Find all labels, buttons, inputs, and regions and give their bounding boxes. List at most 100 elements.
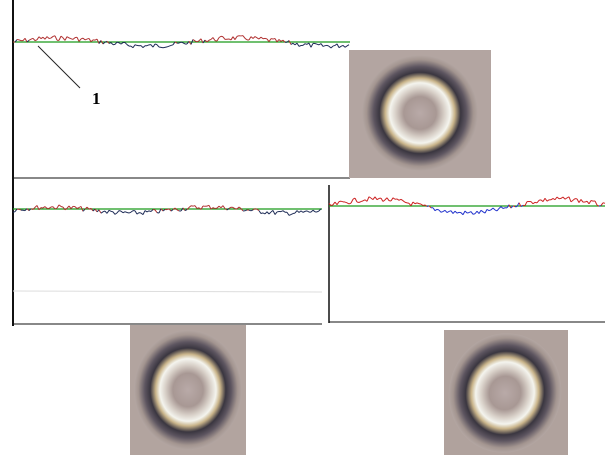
trace-segment: [396, 198, 400, 201]
trace-segment: [152, 43, 156, 48]
trace-segment: [258, 210, 262, 214]
trace-segment: [454, 210, 458, 214]
trace-segment: [440, 211, 444, 213]
trace-segment: [54, 207, 58, 210]
trace-segment: [72, 37, 76, 40]
trace-segment: [344, 201, 348, 204]
trace-segment: [84, 38, 88, 41]
trace-segment: [326, 44, 330, 47]
trace-segment: [168, 208, 172, 212]
trace-segment: [44, 36, 48, 40]
trace-segment: [134, 210, 138, 215]
trace-segment: [182, 42, 186, 45]
trace-segment: [200, 38, 204, 44]
trace-segment: [172, 207, 176, 211]
trace: [328, 196, 606, 216]
trace-segment: [66, 205, 70, 209]
trace-segment: [268, 211, 272, 215]
trace-segment: [488, 209, 492, 212]
trace-segment: [546, 199, 550, 202]
trace-segment: [268, 38, 272, 42]
trace-segment: [512, 205, 516, 208]
trace-segment: [578, 199, 582, 203]
trace-segment: [12, 211, 16, 213]
trace-segment: [358, 201, 362, 203]
trace-segment: [542, 197, 546, 202]
trace-segment: [304, 43, 308, 45]
trace-segment: [30, 37, 34, 40]
trace-segment: [166, 208, 170, 211]
trace-segment: [158, 208, 162, 214]
trace-segment: [328, 45, 332, 49]
trace-segment: [442, 209, 446, 212]
trace-segment: [596, 204, 600, 207]
trace-segment: [568, 196, 572, 203]
trace-segment: [204, 39, 208, 43]
trace-segment: [572, 198, 576, 201]
trace-segment: [478, 210, 482, 214]
trace-segment: [250, 209, 254, 212]
trace-segment: [594, 200, 598, 206]
trace: [12, 35, 350, 49]
trace-segment: [104, 40, 108, 43]
trace-segment: [506, 204, 510, 209]
trace-segment: [180, 207, 184, 212]
trace-segment: [484, 209, 488, 214]
trace-segment: [170, 209, 174, 212]
trace-segment: [34, 39, 38, 42]
trace-segment: [554, 196, 558, 201]
trace-segment: [14, 208, 18, 212]
trace-segment: [58, 35, 62, 41]
trace-segment: [438, 209, 442, 213]
trace-segment: [400, 198, 404, 202]
trace-segment: [258, 36, 262, 40]
trace-segment: [76, 37, 80, 42]
trace-segment: [404, 201, 408, 204]
trace-segment: [130, 210, 134, 213]
trace-segment: [176, 209, 180, 212]
trace-segment: [168, 44, 172, 47]
trace-segment: [186, 207, 190, 210]
trace-segment: [190, 39, 194, 45]
pointer: [37, 45, 81, 89]
trace-segment: [52, 206, 56, 210]
trace-segment: [180, 41, 184, 44]
trace-segment: [318, 43, 322, 46]
trace-segment: [532, 201, 536, 205]
trace-segment: [436, 208, 440, 211]
trace-segment: [170, 44, 174, 46]
trace-segment: [236, 35, 240, 37]
trace-segment: [590, 200, 594, 202]
trace-segment: [14, 39, 18, 43]
trace-segment: [256, 37, 260, 40]
trace-segment: [456, 211, 460, 214]
trace-segment: [116, 210, 120, 214]
trace-segment: [334, 201, 338, 206]
trace-segment: [536, 199, 540, 204]
trace-segment: [290, 42, 294, 45]
trace-segment: [302, 210, 306, 213]
trace-segment: [116, 41, 120, 44]
trace-segment: [28, 208, 32, 212]
trace-segment: [212, 207, 216, 209]
trace-segment: [192, 39, 196, 42]
trace-segment: [208, 205, 212, 210]
trace-segment: [192, 205, 196, 207]
trace-segment: [314, 43, 318, 45]
trace-segment: [68, 205, 72, 209]
trace-segment: [302, 43, 306, 46]
trace-segment: [228, 38, 232, 41]
trace-segment: [254, 208, 258, 210]
trace-segment: [218, 35, 222, 39]
trace-segment: [88, 38, 92, 43]
trace-segment: [60, 206, 64, 208]
trace-segment: [238, 206, 242, 209]
trace-segment: [252, 208, 256, 211]
trace-segment: [386, 197, 390, 201]
trace-segment: [142, 210, 146, 215]
trace-segment: [86, 206, 90, 210]
trace-segment: [132, 44, 136, 49]
trace-segment: [80, 206, 84, 212]
trace-segment: [188, 41, 192, 45]
trace-segment: [366, 196, 370, 202]
